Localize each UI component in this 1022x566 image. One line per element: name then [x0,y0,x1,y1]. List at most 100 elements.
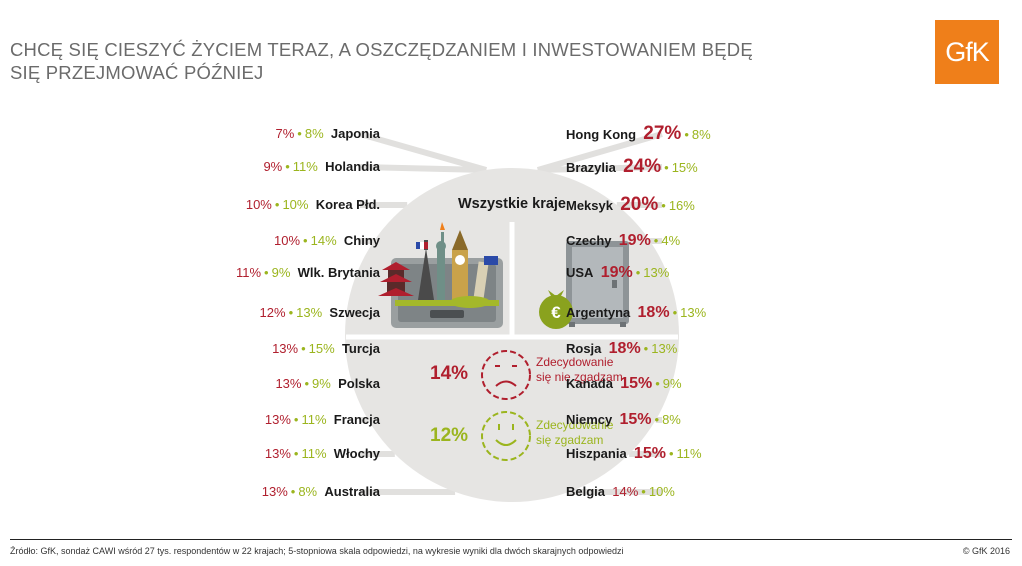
country-row-left: 13% • 11% Włochy [265,444,380,464]
agree-value: 15% [633,445,666,462]
country-row-right: Meksyk 20% • 16% [566,195,695,215]
separator-dot: • [304,376,310,391]
separator-dot: • [303,233,308,248]
agree-value: 9% [263,159,283,174]
separator-dot: • [285,159,290,174]
disagree-value: 11% [676,446,702,461]
country-name: Wlk. Brytania [297,265,380,280]
disagree-value: 8% [298,484,318,499]
country-name: USA [566,265,594,280]
separator-dot: • [635,265,641,280]
country-name: Niemcy [566,412,613,427]
disagree-value: 4% [661,233,681,248]
country-row-left: 13% • 8% Australia [262,482,380,502]
agree-value: 10% [245,197,272,212]
safe-icon [566,241,629,327]
separator-dot: • [274,197,280,212]
overall-agree-label: Zdecydowanie się zgadzam [536,418,613,448]
disagree-value: 8% [662,412,681,427]
country-row-left: 13% • 15% Turcja [272,339,380,359]
country-name: Brazylia [566,160,616,175]
agree-value: 18% [637,304,670,321]
disagree-value: 11% [301,446,327,461]
copyright: © GfK 2016 [962,546,1010,556]
source-note: Źródło: GfK, sondaż CAWI wśród 27 tys. r… [10,546,624,556]
country-row-left: 12% • 13% Szwecja [260,303,380,323]
disagree-value: 9% [312,376,331,391]
agree-value: 13% [275,376,302,391]
title-line-2: SIĘ PRZEJMOWAĆ PÓŹNIEJ [10,62,264,83]
connector-line [359,164,487,173]
separator-dot: • [293,412,299,427]
overall-agree-value: 12% [430,425,469,446]
separator-dot: • [288,305,294,320]
country-name: Polska [338,376,380,391]
country-row-left: 9% • 11% Holandia [263,157,380,177]
country-name: Chiny [343,233,380,248]
disagree-value: 13% [296,305,323,320]
country-name: Japonia [330,126,380,141]
separator-dot: • [301,341,306,356]
page-title: CHCĘ SIĘ CIESZYĆ ŻYCIEM TERAZ, A OSZCZĘD… [10,38,770,84]
disagree-value: 10% [648,484,675,499]
country-row-right: Argentyna 18% • 13% [566,303,706,323]
country-row-right: Belgia 14% • 10% [566,482,675,502]
country-name: Korea Płd. [315,197,380,212]
center-title: Wszystkie kraje [457,196,566,212]
agree-label-line-1: Zdecydowanie [536,418,614,432]
disagree-value: 8% [691,127,711,142]
agree-value: 13% [264,412,291,427]
agree-value: 13% [272,341,299,356]
country-name: Hiszpania [566,446,627,461]
connector-line [536,131,663,173]
separator-dot: • [641,484,646,499]
country-name: Turcja [341,341,380,356]
agree-value: 20% [620,194,659,215]
country-row-left: 10% • 10% Korea Płd. [246,195,380,215]
country-row-right: Niemcy 15% • 8% [566,410,681,430]
country-name: Meksyk [566,198,613,213]
country-name: Hong Kong [566,127,637,142]
country-name: Francja [333,412,380,427]
agree-value: 12% [259,305,286,320]
country-name: Czechy [566,233,612,248]
country-name: Szwecja [329,305,380,320]
country-row-right: Czechy 19% • 4% [566,231,680,251]
disagree-value: 11% [292,159,318,174]
country-row-right: Brazylia 24% • 15% [566,157,698,177]
country-row-left: 13% • 9% Polska [275,374,380,394]
country-name: Holandia [325,159,380,174]
separator-dot: • [653,233,659,248]
country-name: Belgia [566,484,606,499]
sad-face-icon [481,350,531,400]
country-row-right: USA 19% • 13% [566,263,669,283]
separator-dot: • [684,127,689,142]
separator-dot: • [661,198,666,213]
disagree-value: 9% [271,265,291,280]
connector-line [537,164,663,173]
separator-dot: • [290,484,296,499]
disagree-value: 13% [643,265,670,280]
agree-value: 10% [274,233,301,248]
agree-value: 27% [643,123,682,144]
separator-dot: • [264,265,269,280]
disagree-value: 16% [668,198,695,213]
country-name: Rosja [566,341,602,356]
disagree-value: 15% [308,341,335,356]
agree-value: 15% [619,411,652,428]
agree-value: 11% [235,265,262,280]
connector-line [359,131,488,173]
country-row-left: 11% • 9% Wlk. Brytania [236,263,380,283]
suitcase-travel-icon [378,222,503,328]
agree-value: 13% [264,446,291,461]
separator-dot: • [672,305,678,320]
agree-value: 24% [623,156,662,177]
country-name: Włochy [333,446,380,461]
separator-dot: • [297,126,302,141]
country-row-right: Hiszpania 15% • 11% [566,444,702,464]
disagree-value: 13% [651,341,678,356]
disagree-value: 13% [680,305,707,320]
country-name: Kanada [566,376,613,391]
country-name: Australia [324,484,380,499]
